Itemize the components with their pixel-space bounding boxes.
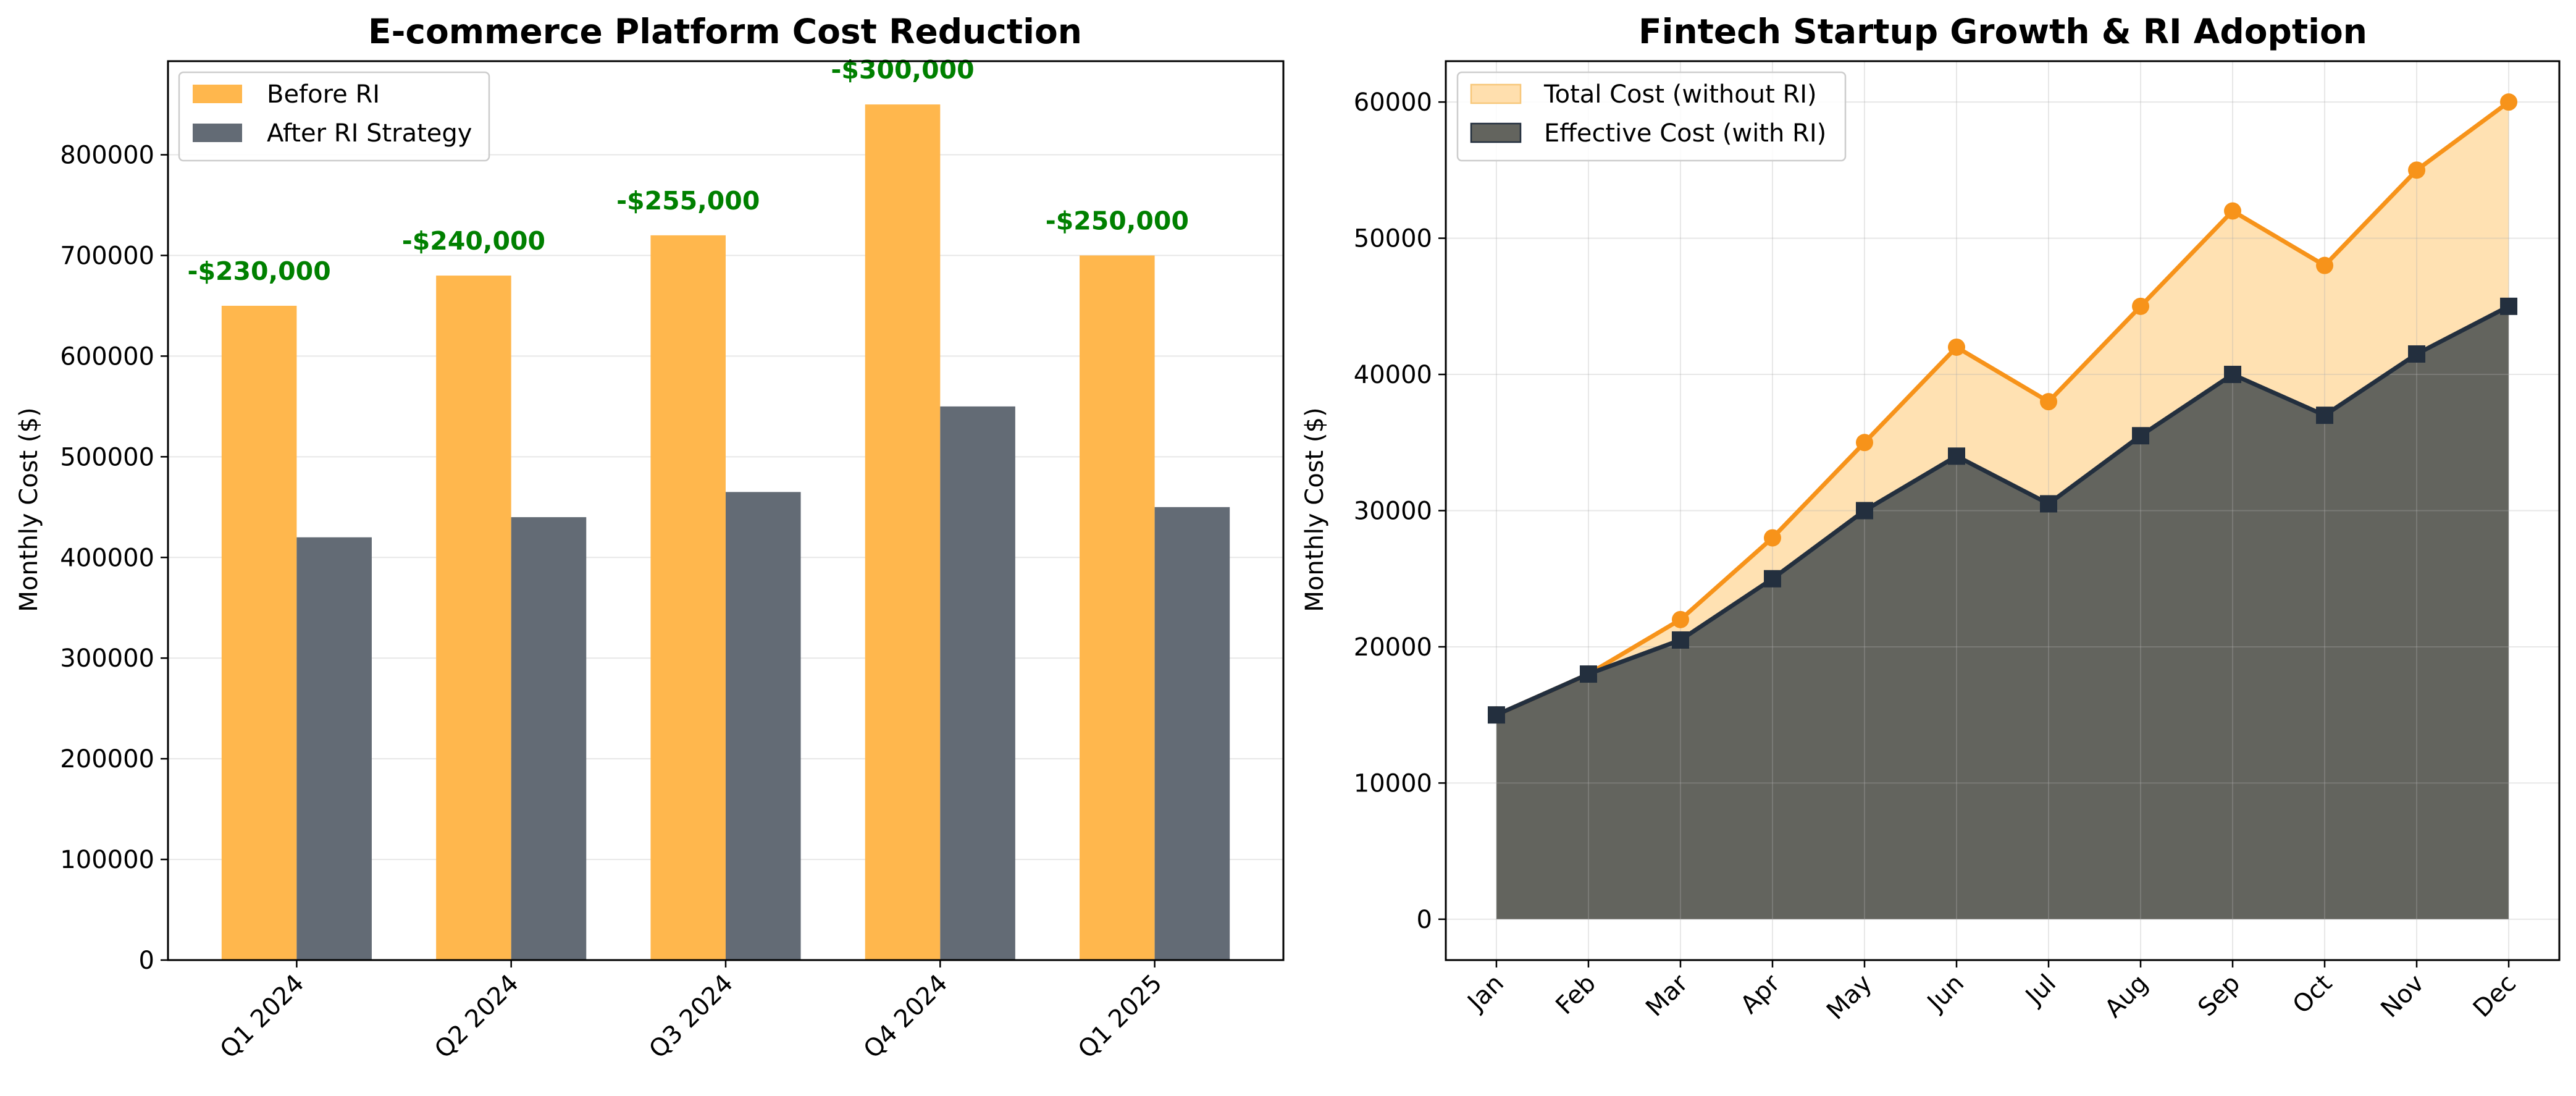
y-tick-label: 60000 bbox=[1354, 88, 1432, 117]
legend-box bbox=[178, 71, 490, 162]
y-tick-label: 10000 bbox=[1354, 769, 1432, 798]
legend-swatch-total-cost bbox=[1470, 83, 1522, 104]
y-tick-label: 0 bbox=[1417, 906, 1432, 934]
bar-annotations: -$230,000 -$240,000 -$255,000 -$300,000 -$25… bbox=[187, 55, 1189, 286]
y-tick-label: 40000 bbox=[1354, 361, 1432, 389]
legend-swatch-after-ri bbox=[193, 124, 242, 142]
legend-label-effective-cost: Effective Cost (with RI) bbox=[1544, 119, 1826, 148]
total-cost-point bbox=[2132, 297, 2150, 315]
bar-after-ri bbox=[1154, 507, 1230, 960]
savings-area bbox=[1496, 102, 2509, 715]
total-cost-point bbox=[2316, 256, 2334, 274]
effective-cost-point bbox=[2224, 366, 2242, 384]
effective-cost-point bbox=[2408, 345, 2426, 363]
effective-cost-point bbox=[1487, 706, 1505, 724]
y-tick-label: 100000 bbox=[60, 846, 154, 874]
legend-swatch-before-ri bbox=[193, 85, 242, 103]
bar-after-ri bbox=[511, 517, 587, 960]
series-points bbox=[1487, 93, 2518, 724]
total-cost-point bbox=[2500, 93, 2518, 111]
effective-cost-point bbox=[2500, 297, 2518, 315]
effective-cost-point bbox=[1671, 631, 1689, 649]
y-tick-label: 50000 bbox=[1354, 225, 1432, 253]
y-tick-label: 400000 bbox=[60, 544, 154, 572]
effective-cost-point bbox=[1947, 447, 1965, 465]
y-tick-label: 700000 bbox=[60, 242, 154, 270]
savings-label: -$300,000 bbox=[831, 55, 974, 85]
effective-cost-point bbox=[1855, 502, 1873, 520]
savings-label: -$255,000 bbox=[616, 186, 760, 216]
bar-before-ri bbox=[436, 276, 511, 960]
y-axis-ticks: 0 10000 20000 30000 40000 50000 60000 bbox=[1354, 88, 1446, 934]
y-tick-label: 0 bbox=[139, 946, 154, 975]
y-tick-label: 600000 bbox=[60, 342, 154, 371]
y-tick-label: 300000 bbox=[60, 644, 154, 673]
legend: Before RI After RI Strategy bbox=[178, 71, 490, 162]
effective-cost-point bbox=[2132, 427, 2150, 445]
chart-title: E-commerce Platform Cost Reduction bbox=[368, 12, 1082, 51]
chart-title: Fintech Startup Growth & RI Adoption bbox=[1638, 12, 2367, 51]
total-cost-point bbox=[1671, 610, 1689, 628]
legend-label-total-cost: Total Cost (without RI) bbox=[1543, 80, 1817, 109]
effective-cost-point bbox=[2040, 495, 2058, 513]
legend: Total Cost (without RI) Effective Cost (… bbox=[1456, 71, 1847, 162]
y-axis-label: Monthly Cost ($) bbox=[15, 407, 43, 612]
total-cost-point bbox=[2040, 393, 2058, 411]
savings-label: -$240,000 bbox=[402, 226, 545, 256]
total-cost-point bbox=[1947, 338, 1965, 356]
legend-box bbox=[1456, 71, 1847, 162]
y-axis-label: Monthly Cost ($) bbox=[1301, 407, 1329, 612]
legend-swatch-effective-cost bbox=[1470, 122, 1522, 143]
legend-label-before-ri: Before RI bbox=[267, 80, 380, 109]
effective-cost-point bbox=[1763, 570, 1781, 588]
filled-areas bbox=[1496, 102, 2509, 919]
y-tick-label: 500000 bbox=[60, 443, 154, 471]
bars bbox=[221, 104, 1230, 961]
total-cost-point bbox=[1855, 434, 1873, 452]
grid-lines bbox=[1446, 61, 2559, 960]
plot-frame bbox=[167, 60, 1285, 961]
y-tick-label: 800000 bbox=[60, 141, 154, 170]
total-cost-line bbox=[1495, 100, 2511, 717]
bar-after-ri bbox=[296, 537, 372, 960]
total-cost-point bbox=[2408, 161, 2426, 179]
effective-cost-area bbox=[1496, 306, 2509, 919]
total-cost-point bbox=[1763, 529, 1781, 547]
series-lines bbox=[1495, 100, 2511, 717]
savings-label: -$230,000 bbox=[187, 256, 330, 286]
bar-before-ri bbox=[221, 305, 297, 960]
y-axis-ticks: 0 100000 200000 300000 400000 500000 600000 700… bbox=[60, 141, 168, 975]
bar-after-ri bbox=[940, 406, 1015, 960]
bar-before-ri bbox=[1080, 255, 1155, 960]
bar-after-ri bbox=[726, 492, 801, 960]
plot-frame bbox=[1445, 60, 2561, 961]
legend-label-after-ri: After RI Strategy bbox=[267, 119, 472, 148]
bar-before-ri bbox=[650, 235, 726, 960]
y-tick-label: 20000 bbox=[1354, 633, 1432, 662]
effective-cost-point bbox=[2316, 407, 2334, 424]
effective-cost-line bbox=[1495, 304, 2510, 717]
y-tick-label: 200000 bbox=[60, 745, 154, 774]
total-cost-point bbox=[2224, 202, 2242, 220]
y-tick-label: 30000 bbox=[1354, 497, 1432, 526]
bar-chart-panel: E-commerce Platform Cost Reduction Month… bbox=[15, 12, 1285, 1064]
savings-label: -$250,000 bbox=[1046, 206, 1189, 235]
effective-cost-point bbox=[1579, 665, 1597, 683]
bar-before-ri bbox=[865, 104, 941, 961]
